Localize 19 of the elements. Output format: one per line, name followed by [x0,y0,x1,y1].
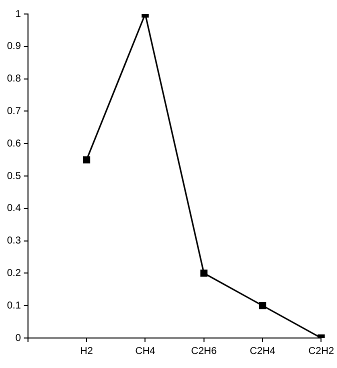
y-tick-label: 0.7 [6,106,22,117]
y-tick-label: 0.6 [6,138,22,150]
x-tick-label: C2H4 [250,346,276,357]
y-tick-label: 0.5 [6,170,22,182]
y-tick-label: 0 [15,332,22,344]
x-tick-label: C2H2 [308,346,334,357]
y-tick-label: 1 [15,8,22,20]
point [200,270,208,277]
y-tick-label: 0.3 [6,236,22,247]
y-tick-label: 0.2 [6,268,22,279]
point [258,302,266,310]
x-tick-label: C2H6 [191,346,218,357]
x-tick-label: H2 [80,346,94,357]
y-tick-label: 0.4 [6,203,22,214]
y-tick-label: 0.9 [6,41,22,52]
point [82,156,90,164]
x-tick-label: CH4 [135,346,156,357]
y-tick-label: 0.1 [6,300,22,312]
y-tick-label: 0.8 [6,74,22,85]
